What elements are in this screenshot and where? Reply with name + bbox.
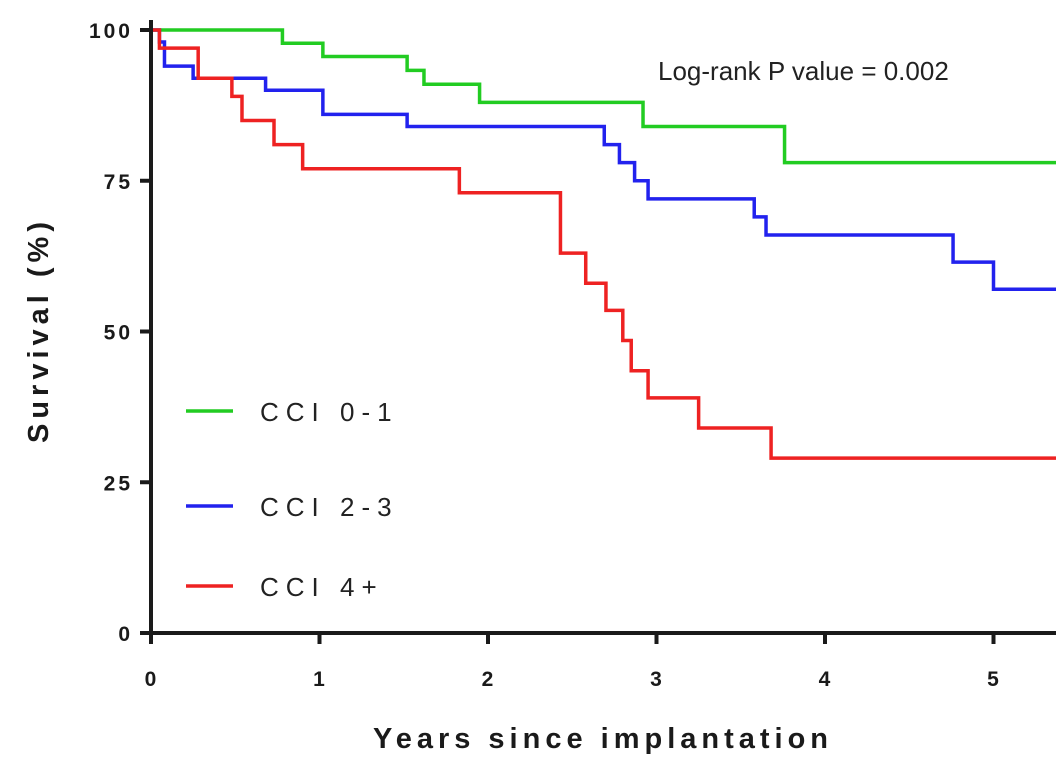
x-tick-label: 5 — [987, 668, 1002, 691]
x-tick-label: 4 — [819, 668, 834, 691]
series-layer — [151, 28, 1056, 460]
axes-layer: 0 25 50 75 100 0 1 2 3 4 5 — [89, 20, 1056, 691]
series-line-3 — [151, 28, 1056, 460]
y-tick-label: 50 — [104, 322, 133, 345]
y-tick-label: 0 — [118, 623, 133, 646]
y-tick-label: 75 — [104, 171, 133, 194]
y-tick-label: 25 — [104, 472, 133, 495]
y-tick-label: 100 — [89, 20, 133, 43]
series-line-2 — [151, 28, 1056, 292]
legend: CCI 0-1 CCI 2-3 CCI 4+ — [186, 397, 399, 602]
series-line-1 — [151, 28, 1056, 165]
x-axis-title: Years since implantation — [373, 723, 833, 755]
legend-label: CCI 0-1 — [260, 397, 399, 427]
legend-label: CCI 4+ — [260, 572, 384, 602]
p-value-annotation: Log-rank P value = 0.002 — [658, 56, 949, 86]
x-tick-label: 2 — [482, 668, 497, 691]
legend-label: CCI 2-3 — [260, 492, 399, 522]
x-tick-label: 1 — [313, 668, 328, 691]
y-axis-title: Survival (%) — [23, 217, 55, 443]
x-tick-label: 3 — [650, 668, 665, 691]
x-tick-label: 0 — [145, 668, 160, 691]
